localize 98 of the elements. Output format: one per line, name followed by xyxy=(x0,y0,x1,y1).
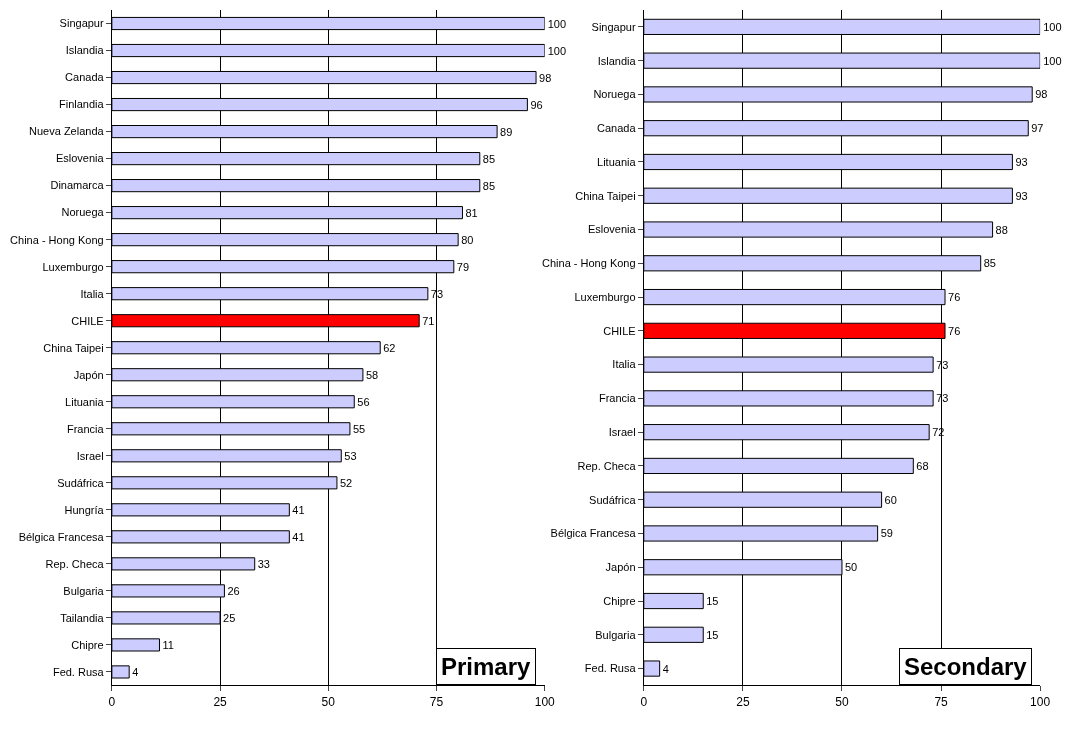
data-label: 98 xyxy=(539,71,552,84)
y-tick-label: Israel xyxy=(76,449,104,462)
y-tick-label: China Taipei xyxy=(43,341,104,354)
x-tick-label: 0 xyxy=(108,694,116,709)
y-tick-label: Japón xyxy=(73,368,104,381)
y-tick-label: Canada xyxy=(597,122,637,135)
y-tick-label: Japón xyxy=(605,561,636,574)
data-label: 50 xyxy=(844,561,858,574)
data-label: 52 xyxy=(339,476,353,489)
y-tick-label: Bélgica Francesa xyxy=(18,530,105,543)
y-tick-label: Luxemburgo xyxy=(42,260,104,273)
y-tick-label: Lituania xyxy=(65,395,105,408)
y-tick-label: Chipre xyxy=(603,594,636,607)
y-tick-label: Nueva Zelanda xyxy=(29,125,105,138)
data-label: 85 xyxy=(482,179,496,192)
y-tick-label: Italia xyxy=(80,287,105,300)
data-label: 11 xyxy=(162,638,174,651)
y-tick-label: Canada xyxy=(65,71,105,84)
y-tick-label: China - Hong Kong xyxy=(542,257,636,270)
y-tick-label: Noruega xyxy=(593,88,637,101)
data-label: 59 xyxy=(880,527,893,540)
y-tick-label: Dinamarca xyxy=(50,179,105,192)
data-label: 4 xyxy=(132,665,139,678)
annotation: Primary xyxy=(441,653,532,680)
data-label: 41 xyxy=(292,503,305,516)
y-tick-label: Bulgaria xyxy=(595,628,637,641)
y-tick-label: Hungría xyxy=(64,503,105,516)
data-label: 96 xyxy=(530,98,543,111)
data-label: 15 xyxy=(706,595,719,608)
data-label: 93 xyxy=(1015,189,1028,202)
data-label: 85 xyxy=(983,257,996,270)
data-label: 100 xyxy=(1043,20,1062,33)
x-tick-label: 25 xyxy=(736,694,750,709)
y-tick-label: Noruega xyxy=(61,206,105,219)
x-tick-label: 25 xyxy=(213,694,228,709)
data-label: 98 xyxy=(1035,88,1048,101)
data-label: 33 xyxy=(257,557,270,570)
y-tick-label: Sudáfrica xyxy=(589,493,637,506)
data-label: 100 xyxy=(1043,54,1062,67)
y-tick-label: Islandia xyxy=(65,44,105,57)
y-tick-label: Bulgaria xyxy=(63,584,105,597)
data-label: 100 xyxy=(547,17,567,30)
x-tick-label: 100 xyxy=(534,694,556,709)
data-label: 81 xyxy=(465,206,478,219)
data-label: 58 xyxy=(365,368,379,381)
data-label: 62 xyxy=(383,341,396,354)
data-label: 68 xyxy=(916,459,929,472)
data-label: 41 xyxy=(292,530,305,543)
data-label: 25 xyxy=(223,611,236,624)
data-label: 56 xyxy=(357,395,370,408)
y-tick-label: Singapur xyxy=(59,17,104,30)
data-label: 80 xyxy=(461,233,474,246)
data-label: 97 xyxy=(1031,122,1044,135)
data-label: 4 xyxy=(662,662,669,675)
y-tick-label: CHILE xyxy=(603,324,636,337)
x-tick-label: 50 xyxy=(321,694,336,709)
data-label: 15 xyxy=(706,628,719,641)
y-tick-label: Finlandia xyxy=(59,98,105,111)
x-tick-label: 75 xyxy=(429,694,444,709)
y-tick-label: China - Hong Kong xyxy=(10,233,104,246)
y-tick-label: Fed. Rusa xyxy=(584,662,637,675)
data-label: 88 xyxy=(995,223,1008,236)
y-tick-label: Francia xyxy=(598,392,637,405)
x-tick-label: 0 xyxy=(640,694,648,709)
y-tick-label: Israel xyxy=(608,426,636,439)
data-label: 76 xyxy=(948,324,961,337)
x-tick-label: 50 xyxy=(835,694,849,709)
y-tick-label: Eslovenia xyxy=(55,152,105,165)
y-tick-label: Luxemburgo xyxy=(574,290,636,303)
data-label: 71 xyxy=(422,314,435,327)
y-tick-label: Lituania xyxy=(597,155,637,168)
y-tick-label: Chipre xyxy=(71,638,104,651)
y-tick-label: Sudáfrica xyxy=(57,476,105,489)
y-tick-label: CHILE xyxy=(71,314,104,327)
y-tick-label: Fed. Rusa xyxy=(52,665,105,678)
x-tick-label: 75 xyxy=(934,694,949,709)
y-tick-label: Singapur xyxy=(591,20,636,33)
annotation: Secondary xyxy=(904,653,1028,680)
data-label: 85 xyxy=(482,152,496,165)
x-tick-label: 100 xyxy=(1030,694,1051,709)
data-label: 100 xyxy=(547,44,567,57)
y-tick-label: Italia xyxy=(612,358,637,371)
y-tick-label: Eslovenia xyxy=(587,223,637,236)
data-label: 55 xyxy=(352,422,366,435)
y-tick-label: China Taipei xyxy=(575,189,636,202)
data-label: 76 xyxy=(948,291,961,304)
y-tick-label: Tailandia xyxy=(60,611,105,624)
data-label: 26 xyxy=(227,584,240,597)
y-tick-label: Islandia xyxy=(597,54,637,67)
data-label: 93 xyxy=(1015,155,1028,168)
data-label: 53 xyxy=(344,449,357,462)
y-tick-label: Rep. Checa xyxy=(577,459,637,472)
data-label: 60 xyxy=(884,493,897,506)
data-label: 79 xyxy=(456,260,470,273)
y-tick-label: Bélgica Francesa xyxy=(550,527,637,540)
y-tick-label: Francia xyxy=(66,422,105,435)
data-label: 89 xyxy=(500,125,513,138)
y-tick-label: Rep. Checa xyxy=(45,557,105,570)
